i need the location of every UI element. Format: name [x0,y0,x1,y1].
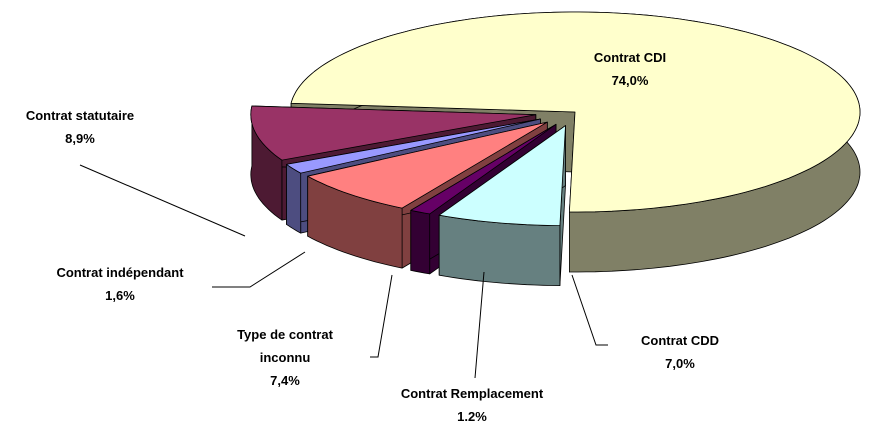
leader-line [212,251,306,288]
value-label: 1,2% [457,409,487,421]
leader-line [79,164,246,237]
category-label: Contrat CDI [593,50,667,65]
data-label: Contrat indépendant 1,6% [10,261,230,307]
data-label: Contrat CDI 74,0% [570,46,690,92]
slice-side [286,163,302,234]
category-label: Contrat indépendant [56,265,184,280]
data-label: Contrat Remplacement 1,2% [372,382,572,421]
category-label: Contrat statutaire [25,108,135,123]
slice [307,121,548,209]
leader-line [474,271,485,379]
data-label: Type de contrat inconnu 7,4% [215,323,355,392]
slice [410,123,557,215]
value-label: 8,9% [65,131,95,146]
value-label: 1,6% [105,288,135,303]
category-label: Contrat Remplacement [400,386,544,401]
leader-line [370,274,393,358]
leader-line [571,274,608,346]
data-label: Contrat statutaire 8,9% [0,104,160,150]
slice-side [438,214,561,287]
value-label: 7,4% [270,373,300,388]
slice [290,11,861,213]
slices [250,11,861,287]
leader-lines [79,164,608,379]
value-label: 74,0% [611,73,649,88]
value-label: 7,0% [665,356,695,371]
category-label: Type de contrat inconnu [237,327,333,365]
category-label: Contrat CDD [641,333,719,348]
slice [286,118,541,174]
slice [438,125,566,227]
slice-side [410,209,431,275]
slice [250,105,537,161]
data-label: Contrat CDD 7,0% [620,329,740,375]
